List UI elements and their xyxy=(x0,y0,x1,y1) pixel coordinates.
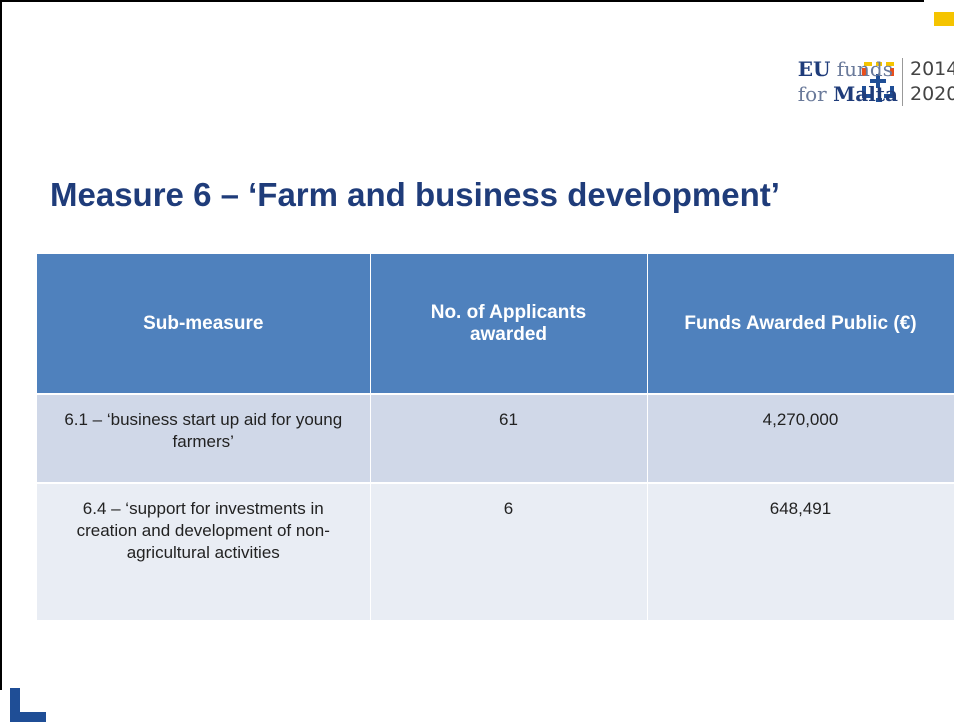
border xyxy=(0,0,924,2)
table: Sub-measure No. of Applicants awarded Fund… xyxy=(37,254,954,620)
header-cell: Funds Awarded Public (€) xyxy=(647,254,954,394)
accent xyxy=(934,12,954,26)
logo-separator xyxy=(902,58,903,106)
header-row: Sub-measure No. of Applicants awarded Fund… xyxy=(37,254,954,394)
logo-icon xyxy=(862,62,894,102)
header-cell: No. of Applicants awarded xyxy=(370,254,648,394)
table-cell: 6.4 – ‘support for investments in creati… xyxy=(37,482,371,620)
table-cell: 648,491 xyxy=(647,482,954,620)
table-body: 6.1 – ‘business start up aid for young f… xyxy=(37,393,954,620)
header-cell: Sub-measure xyxy=(37,254,371,394)
corner-mark xyxy=(10,712,46,722)
slide-title: Measure 6 – ‘Farm and business developme… xyxy=(50,176,780,213)
logo-eu: EU xyxy=(797,57,831,81)
corner-mark xyxy=(10,688,20,722)
border xyxy=(0,0,2,690)
table-cell: 6 xyxy=(370,482,648,620)
logo-year: 2014 xyxy=(910,58,954,80)
table-cell: 4,270,000 xyxy=(647,393,954,483)
logo-malta: Malta xyxy=(833,82,898,106)
table-cell: 61 xyxy=(370,393,648,483)
table-row: 6.4 – ‘support for investments in creati… xyxy=(37,482,954,620)
table-row: 6.1 – ‘business start up aid for young f… xyxy=(37,393,954,483)
logo-year: 2020 xyxy=(910,83,954,105)
logo-years: 2014 2020 xyxy=(910,57,954,107)
table-cell: 6.1 – ‘business start up aid for young f… xyxy=(37,393,371,483)
logo-funds: funds xyxy=(836,57,893,81)
logo-for: for xyxy=(797,82,827,106)
logo-text: EU funds for Malta xyxy=(798,57,898,107)
